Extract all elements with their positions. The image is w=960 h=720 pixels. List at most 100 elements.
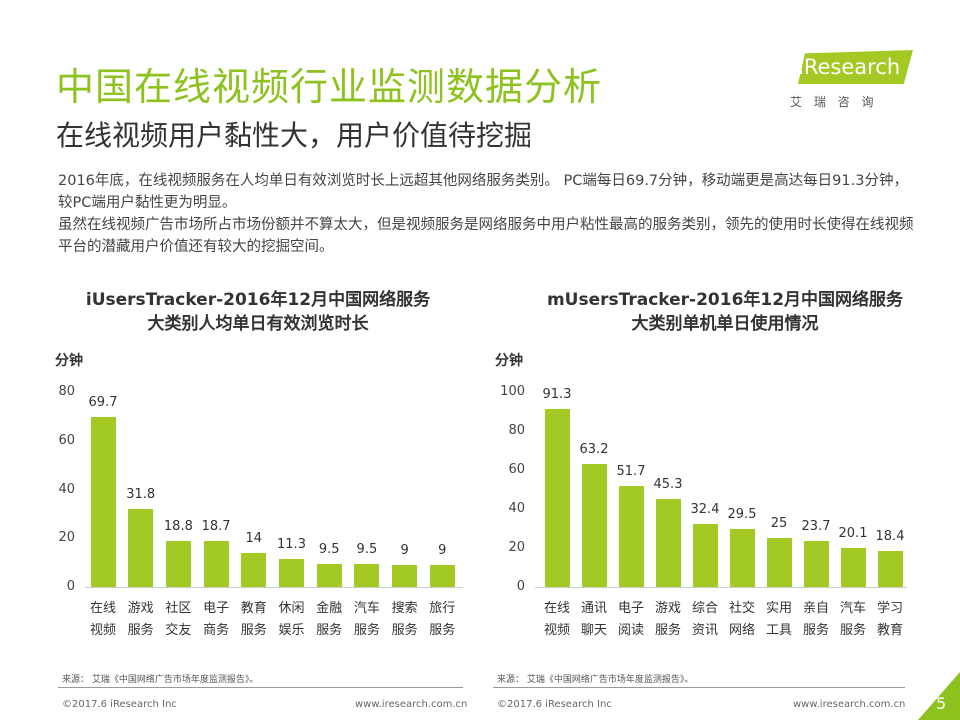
x-axis-line: [85, 587, 463, 588]
data-label: 14: [245, 530, 263, 546]
bar: [655, 498, 681, 587]
logo-text: iResearch: [798, 55, 901, 79]
data-label: 18.8: [163, 519, 193, 535]
data-label: 9: [438, 543, 447, 559]
category-label: 社区: [165, 601, 192, 616]
data-label: 25: [770, 516, 788, 532]
chart-title: iUsersTracker-2016年12月中国网络服务: [85, 290, 431, 310]
category-label: 搜索: [391, 601, 418, 616]
bar: [803, 540, 829, 587]
copyright-right: ©2017.6 iResearch Inc: [497, 699, 612, 710]
bar: [128, 509, 154, 587]
y-tick-label: 60: [508, 462, 525, 477]
x-axis-line: [535, 587, 907, 588]
category-label: 综合: [691, 601, 718, 616]
data-label: 20.1: [838, 525, 868, 541]
y-tick-label: 20: [58, 530, 75, 546]
data-label: 23.7: [801, 518, 831, 534]
paragraph-2: 虽然在线视频广告市场所占市场份额并不算太大，但是视频服务是网络服务中用户粘性最高…: [58, 217, 914, 255]
data-label: 91.3: [542, 386, 572, 402]
y-axis-unit: 分钟: [55, 353, 83, 369]
category-label: 服务: [127, 623, 154, 638]
category-label: 服务: [429, 623, 456, 638]
category-label: 亲自: [802, 601, 829, 616]
category-label: 电子: [203, 601, 230, 616]
bar: [766, 538, 792, 587]
category-label: 视频: [543, 623, 570, 638]
category-label: 资讯: [691, 623, 718, 638]
y-tick-label: 80: [58, 384, 75, 399]
bar: [354, 563, 380, 587]
category-label: 学习: [876, 601, 903, 616]
y-tick-label: 80: [508, 423, 525, 438]
y-tick-label: 60: [58, 432, 75, 448]
category-label: 金融: [316, 601, 343, 616]
category-label: 游戏: [127, 601, 154, 616]
y-axis-unit: 分钟: [495, 353, 523, 369]
category-label: 视频: [89, 623, 116, 638]
bar: [544, 408, 570, 587]
category-label: 旅行: [429, 601, 456, 616]
copyright-left: ©2017.6 iResearch Inc: [62, 699, 177, 710]
bar: [90, 417, 116, 587]
data-label: 9: [400, 543, 409, 559]
url-right[interactable]: www.iresearch.com.cn: [793, 699, 906, 710]
data-label: 9.5: [356, 541, 378, 557]
bar: [392, 565, 418, 587]
category-label: 汽车: [353, 601, 380, 616]
category-label: 网络: [728, 623, 755, 638]
data-label: 69.7: [88, 395, 118, 411]
chart-title: mUsersTracker-2016年12月中国网络服务: [546, 290, 904, 310]
bar: [316, 563, 342, 587]
logo-cn: 艾 瑞 咨 询: [790, 95, 878, 109]
data-label: 9.5: [318, 541, 340, 557]
category-label: 服务: [391, 623, 418, 638]
y-tick-label: 20: [508, 540, 525, 555]
category-label: 工具: [765, 623, 792, 638]
data-label: 29.5: [727, 507, 757, 523]
bar: [241, 552, 267, 587]
bar: [618, 486, 644, 587]
category-label: 休闲: [278, 601, 305, 616]
page-title: 中国在线视频行业监测数据分析: [56, 65, 603, 109]
category-label: 服务: [802, 623, 829, 638]
y-tick-label: 40: [58, 481, 75, 497]
category-label: 教育: [240, 601, 267, 616]
category-label: 娱乐: [278, 623, 305, 638]
footer-divider-right: [493, 687, 905, 688]
bar: [165, 541, 191, 587]
category-label: 服务: [240, 623, 267, 638]
category-label: 服务: [839, 623, 866, 638]
category-label: 游戏: [654, 601, 681, 616]
category-label: 通讯: [580, 601, 607, 616]
category-label: 教育: [876, 623, 903, 638]
data-label: 51.7: [616, 464, 646, 480]
bar: [581, 463, 607, 587]
y-tick-label: 100: [500, 384, 525, 399]
page-number: 5: [936, 694, 947, 713]
category-label: 商务: [203, 623, 230, 638]
category-label: 汽车: [839, 601, 866, 616]
url-left[interactable]: www.iresearch.com.cn: [355, 699, 468, 710]
source-note-right: 来源： 艾瑞《中国网络广告市场年度监测报告》。: [497, 675, 694, 685]
category-label: 在线: [543, 601, 570, 616]
category-label: 交友: [165, 623, 192, 638]
category-label: 服务: [353, 623, 380, 638]
bar: [840, 547, 866, 587]
data-label: 18.7: [201, 519, 231, 535]
bar: [279, 559, 304, 587]
bar: [877, 551, 903, 587]
category-label: 聊天: [580, 623, 607, 638]
category-label: 在线: [89, 601, 116, 616]
category-label: 电子: [617, 601, 644, 616]
page-subtitle: 在线视频用户黏性大，用户价值待挖掘: [56, 119, 533, 152]
chart-title: 大类别单机单日使用情况: [631, 314, 819, 334]
category-label: 实用: [765, 601, 792, 616]
data-label: 11.3: [277, 537, 306, 553]
data-label: 63.2: [579, 441, 609, 457]
iresearch-logo: iResearch 艾 瑞 咨 询: [790, 50, 915, 110]
data-label: 45.3: [653, 476, 683, 492]
source-note-left: 来源： 艾瑞《中国网络广告市场年度监测报告》。: [62, 675, 259, 685]
bar: [429, 565, 455, 587]
y-tick-label: 40: [508, 501, 525, 516]
